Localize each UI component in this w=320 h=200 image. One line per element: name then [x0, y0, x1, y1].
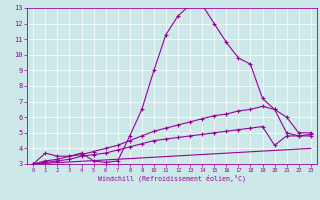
X-axis label: Windchill (Refroidissement éolien,°C): Windchill (Refroidissement éolien,°C)	[98, 175, 246, 182]
